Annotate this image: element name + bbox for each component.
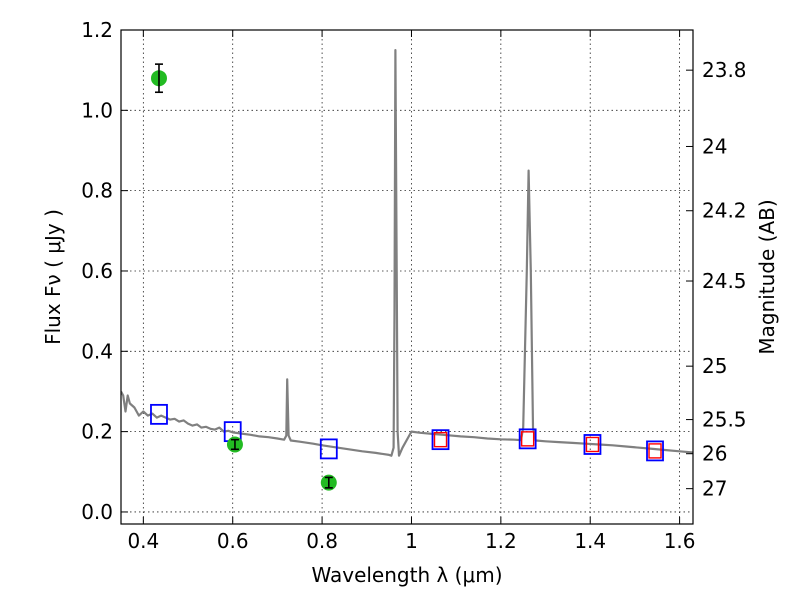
- y-tick-label: 0.8: [81, 179, 113, 203]
- model-square-blue: [646, 440, 664, 462]
- y-tick-label: 0.0: [81, 500, 113, 524]
- x-tick-label: 1: [405, 529, 418, 553]
- spectrum-line: [121, 49, 693, 457]
- y-tick-label: 0.6: [81, 259, 113, 283]
- x-tick-label: 0.4: [127, 529, 159, 553]
- y2-tick-label: 25.5: [702, 408, 747, 432]
- y-tick-label: 0.4: [81, 339, 113, 363]
- tick-labels: 0.4 0.6 0.8 1 1.2 1.4 1.6 0.0 0.2 0.4 0.6 0.8 1.0 1.2…: [81, 18, 746, 553]
- model-square-blue: [319, 438, 338, 460]
- y2-tick-label: 24.5: [702, 269, 747, 293]
- grid-lines: [121, 29, 693, 524]
- x-tick-label: 0.6: [217, 529, 249, 553]
- model-square-blue: [150, 403, 168, 425]
- model-square-red: [585, 436, 600, 453]
- plot-frame: [120, 29, 694, 525]
- y-axis-label: Flux Fν ( μJy ): [41, 209, 65, 345]
- y2-tick-label: 24: [702, 134, 727, 158]
- model-square-red: [648, 443, 662, 459]
- x-tick-label: 1.2: [485, 529, 517, 553]
- model-square-blue: [583, 434, 602, 455]
- y-tick-label: 1.0: [81, 98, 113, 122]
- photometry-markers: [150, 63, 664, 491]
- axis-ticks: [121, 29, 693, 524]
- y-tick-label: 0.2: [81, 420, 113, 444]
- model-square-blue: [518, 428, 537, 450]
- x-tick-label: 1.4: [574, 529, 606, 553]
- y2-tick-label: 23.8: [702, 58, 747, 82]
- y2-tick-label: 26: [702, 442, 727, 466]
- x-tick-label: 1.6: [664, 529, 696, 553]
- y2-tick-label: 24.2: [702, 199, 747, 223]
- y2-axis-label: Magnitude (AB): [755, 199, 779, 354]
- model-square-red: [520, 431, 535, 447]
- x-axis-label: Wavelength λ (μm): [311, 563, 502, 587]
- y-tick-label: 1.2: [81, 18, 113, 42]
- y2-tick-label: 25: [702, 354, 727, 378]
- spectrum-series: [121, 49, 693, 457]
- model-square-red: [433, 431, 448, 448]
- model-square-blue: [431, 429, 450, 451]
- x-tick-label: 0.8: [306, 529, 338, 553]
- y2-tick-label: 27: [702, 477, 727, 501]
